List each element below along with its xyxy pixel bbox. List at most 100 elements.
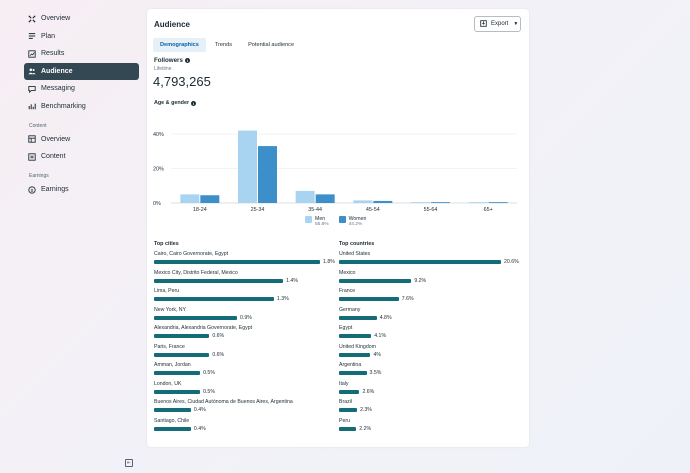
sidebar-item-overview[interactable]: Overview	[24, 10, 139, 27]
bar-men-25-34[interactable]	[238, 130, 257, 203]
card-title: Audience	[154, 20, 191, 29]
tab-potential-audience[interactable]: Potential audience	[248, 42, 295, 48]
bar-women-18-24[interactable]	[200, 195, 220, 203]
sidebar-item-audience[interactable]: Audience	[24, 62, 139, 80]
bar-men-35-44[interactable]	[295, 190, 315, 203]
list-item-pct: 0.4%	[193, 425, 206, 432]
x-tick-label: 35-44	[308, 207, 322, 213]
list-item-pct: 0.5%	[203, 388, 215, 395]
sidebar-item-results[interactable]: Results	[24, 45, 139, 62]
sidebar-item-overview[interactable]: Overview	[24, 131, 139, 148]
earnings-icon: $	[28, 185, 36, 194]
sidebar-item-messaging[interactable]: Messaging	[24, 80, 139, 97]
list-item-name: France	[339, 288, 356, 294]
percentage-bar	[154, 260, 320, 264]
list-item-bar-row: 1.8%	[154, 259, 339, 265]
percentage-bar	[339, 371, 367, 375]
bar-women-55-64[interactable]	[431, 202, 450, 203]
percentage-bar	[154, 334, 210, 338]
percentage-bar	[154, 408, 191, 412]
results-icon	[28, 49, 36, 58]
list-item-bar-row: 0.5%	[154, 389, 339, 395]
bar-men-55-64[interactable]	[411, 202, 430, 203]
chart-legend: Men 55.8% Women 44.2%	[305, 216, 376, 228]
bar-women-65+[interactable]	[488, 202, 508, 203]
list-item-pct: 4.8%	[379, 314, 392, 321]
list-item-bar-row: 3.5%	[339, 370, 524, 376]
percentage-bar	[339, 426, 357, 431]
list-item-name: Italy	[339, 380, 349, 387]
list-item-bar-row: 7.6%	[339, 296, 524, 302]
export-button[interactable]: Export ▼	[474, 16, 521, 32]
list-item-name: New York, NY	[154, 306, 187, 313]
content-icon	[28, 152, 36, 161]
lifetime-label: Lifetime	[154, 66, 172, 72]
list-item-name: Paris, France	[154, 343, 185, 350]
list-item-pct: 4%	[373, 351, 381, 358]
x-tick-label: 65+	[484, 207, 493, 213]
info-icon[interactable]: i	[191, 100, 197, 106]
list-item-pct: 0.4%	[193, 407, 206, 413]
sidebar-item-benchmarking[interactable]: Benchmarking	[24, 98, 139, 115]
export-label: Export	[491, 21, 509, 27]
list-item: United States 20.6%	[339, 251, 524, 270]
list-item: United Kingdom 4%	[339, 344, 524, 363]
y-tick-label: 20%	[153, 167, 164, 173]
sidebar-item-label: Results	[41, 50, 65, 57]
age-gender-chart: 0% 20% 40% 18-24 25-34 35-44 45-54 55-64 65+	[153, 130, 517, 213]
followers-label: Followers	[154, 57, 183, 64]
list-item: Brazil 2.3%	[339, 399, 524, 418]
sidebar-item-label: Audience	[41, 67, 73, 75]
info-icon[interactable]: i	[184, 58, 190, 63]
bar-men-18-24[interactable]	[180, 194, 200, 203]
bar-women-25-34[interactable]	[258, 146, 277, 203]
list-item: Italy 2.6%	[339, 381, 524, 400]
list-item-pct: 2.6%	[362, 388, 375, 395]
sidebar-item-earnings[interactable]: $ Earnings	[24, 181, 139, 198]
age-gender-label: Age & gender	[154, 100, 190, 106]
list-item-pct: 9.2%	[414, 277, 427, 284]
chevron-down-icon: ▼	[513, 21, 519, 27]
overview-icon	[28, 14, 36, 23]
percentage-bar	[154, 389, 201, 394]
percentage-bar	[339, 278, 412, 283]
list-item-name: United Kingdom	[339, 343, 376, 350]
percentage-bar	[154, 352, 210, 357]
list-item-bar-row: 2.2%	[339, 426, 524, 432]
list-item-bar-row: 0.4%	[154, 426, 339, 432]
tab-demographics[interactable]: Demographics	[153, 38, 206, 52]
list-item-name: Buenos Aires, Ciudad Autónoma de Buenos …	[154, 399, 293, 405]
sidebar-item-content[interactable]: Content	[24, 148, 139, 165]
bar-women-35-44[interactable]	[315, 194, 335, 203]
list-item-bar-row: 4.1%	[339, 333, 524, 339]
top-countries-title: Top countries	[339, 241, 375, 247]
list-item-pct: 2.2%	[359, 425, 372, 432]
x-tick-label: 18-24	[193, 207, 207, 213]
sidebar-item-label: Overview	[41, 135, 71, 143]
list-item-pct: 1.8%	[323, 259, 335, 265]
list-item: Santiago, Chile 0.4%	[154, 418, 339, 437]
sidebar-item-label: Plan	[41, 32, 56, 40]
list-item-bar-row: 0.4%	[154, 407, 339, 413]
percentage-bar	[339, 389, 360, 394]
legend-name: Women	[348, 216, 367, 222]
percentage-bar	[154, 278, 284, 283]
percentage-bar	[339, 260, 501, 264]
bar-women-45-54[interactable]	[373, 200, 393, 203]
legend-text: Women 44.2%	[349, 216, 367, 228]
list-item-pct: 0.6%	[212, 351, 225, 358]
list-item: Cairo, Cairo Governorate, Egypt 1.8%	[154, 251, 339, 270]
percentage-bar	[339, 315, 377, 320]
tab-trends[interactable]: Trends	[214, 42, 233, 48]
y-tick-label: 0%	[153, 201, 161, 207]
collapse-sidebar-icon[interactable]: ⇤	[125, 459, 133, 467]
messaging-icon	[28, 85, 36, 93]
sidebar-item-plan[interactable]: Plan	[24, 28, 139, 45]
legend-swatch	[338, 216, 346, 223]
percentage-bar	[339, 334, 372, 338]
bar-men-65+[interactable]	[468, 202, 488, 203]
list-item: London, UK 0.5%	[154, 381, 339, 400]
list-item: New York, NY 0.9%	[154, 307, 339, 326]
bar-men-45-54[interactable]	[353, 200, 373, 203]
legend-swatch	[305, 216, 312, 223]
